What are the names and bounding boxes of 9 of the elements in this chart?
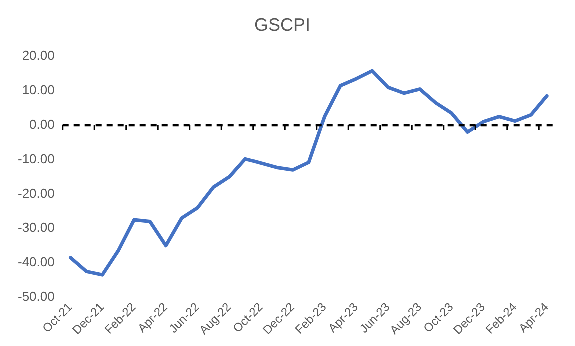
chart-title: GSCPI [254,14,311,35]
y-tick-label: -40.00 [18,254,55,270]
y-tick-label: -20.00 [18,186,55,201]
y-tick-label: 10.00 [22,82,55,98]
y-tick-label: -50.00 [18,289,55,304]
y-tick-label: 0.00 [30,116,55,132]
y-tick-label: 20.00 [22,48,55,64]
y-tick-label: -10.00 [18,151,55,166]
y-tick-label: -30.00 [18,220,55,236]
